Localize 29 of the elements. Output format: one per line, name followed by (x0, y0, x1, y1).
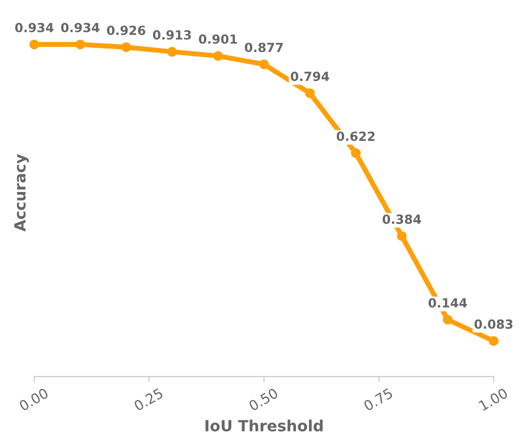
point (351, 148, 361, 158)
x-axis-title: IoU Threshold (206, 420, 323, 432)
data-label: 0.144 (428, 298, 467, 308)
data-label: 0.083 (474, 319, 512, 329)
data-label: 0.934 (15, 22, 54, 32)
data-label: 0.901 (198, 34, 237, 44)
data-label: 0.913 (152, 30, 191, 40)
data-label: 0.622 (336, 132, 375, 142)
x-tick-label: 0.00 (18, 388, 49, 412)
point (121, 42, 132, 52)
data-label: 0.384 (382, 214, 422, 224)
point (305, 88, 315, 98)
y-axis-title: Accuracy (14, 154, 29, 232)
x-tick-label: 1.00 (478, 388, 508, 411)
point (396, 231, 407, 241)
data-label: 0.794 (290, 72, 330, 82)
data-label: 0.877 (244, 42, 283, 52)
x-tick-label: 0.50 (248, 388, 279, 412)
point (75, 40, 86, 50)
data-label: 0.926 (107, 26, 146, 36)
point (29, 40, 40, 50)
x-tick-label: 0.75 (363, 388, 394, 412)
point (442, 314, 453, 325)
x-tick-label: 0.25 (133, 388, 164, 412)
data-label: 0.934 (61, 22, 100, 32)
point (259, 59, 269, 70)
point (213, 51, 223, 61)
point (488, 336, 499, 346)
point (167, 46, 177, 57)
